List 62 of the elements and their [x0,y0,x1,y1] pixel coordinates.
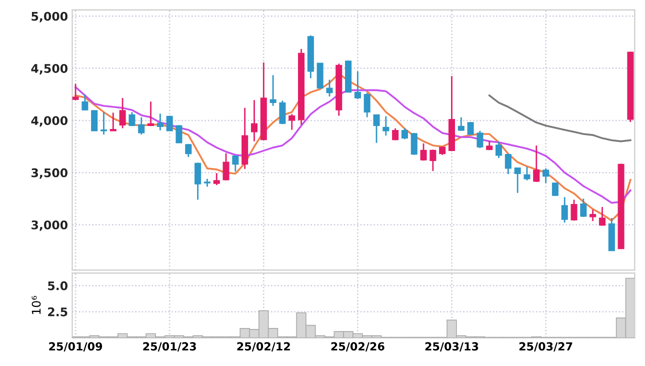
y-tick-label: 3,000 [32,220,68,231]
candlestick [213,172,220,186]
candlestick [119,97,126,129]
candlestick [420,142,427,162]
candlestick [156,112,164,132]
candlestick [533,144,540,183]
candlestick [222,152,230,182]
candlestick [166,115,173,132]
line-series [74,72,632,222]
candlestick [467,121,474,136]
candlestick [354,70,361,100]
y-tick-label: 4,500 [31,64,68,74]
candlestick [100,111,108,136]
candlestick [72,83,79,101]
candlestick [176,124,182,144]
candlestick [128,111,136,127]
candlestick [580,198,587,218]
candlestick [598,206,606,226]
candlestick [570,199,578,222]
candlestick [270,74,276,107]
candlestick [458,116,464,132]
candlestick [410,132,418,156]
candlestick [288,113,296,131]
candlestick [91,110,98,132]
candlestick [524,166,530,182]
candlestick [250,99,258,142]
candlestick [430,148,436,172]
candlestick [194,162,202,200]
x-tick-label: 25/03/13 [425,342,478,352]
candlestick [364,92,370,118]
x-tick-label: 25/02/12 [237,342,290,352]
candlestick [561,196,568,224]
candlestick [476,130,484,149]
x-tick-label: 25/03/27 [519,342,572,352]
x-tick-label: 25/02/26 [331,342,384,352]
line-series [488,94,632,142]
candlestick [496,141,502,159]
candlestick [110,112,116,132]
candlestick [138,116,145,136]
line-series [74,86,632,204]
candlestick [504,153,512,175]
candlestick [185,143,192,158]
candlestick [542,168,550,184]
candlestick [392,128,399,141]
x-tick-label: 25/01/09 [49,342,102,352]
y-tick-label: 4,000 [31,116,68,127]
candlestick [382,116,390,136]
candlestick [401,128,408,140]
candlestick [514,167,521,194]
candlestick [373,114,380,144]
y-axis-title: 10⁶ [32,296,41,314]
candlestick [326,79,333,98]
candlestick [82,94,88,112]
y-tick-label: 2.5 [48,307,68,316]
candlestick [148,100,154,127]
x-tick-label: 25/01/23 [143,342,196,352]
candlestick [232,155,239,172]
candlestick [590,208,596,222]
y-tick-label: 3,500 [32,168,68,179]
candlestick [279,100,286,125]
y-tick-label: 5.0 [48,281,68,290]
y-tick-label: 5,000 [32,12,68,22]
